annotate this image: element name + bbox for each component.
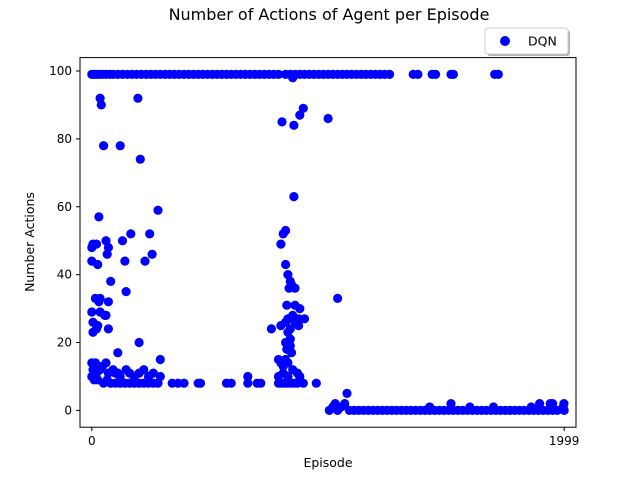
data-point (431, 69, 441, 79)
x-axis-label: Episode (303, 455, 352, 470)
legend: DQN (484, 27, 570, 56)
x-tick-label: 1999 (549, 434, 580, 448)
data-point (385, 69, 395, 79)
data-points (87, 69, 569, 415)
data-point (226, 378, 236, 388)
data-point (179, 378, 189, 388)
data-point (281, 225, 291, 236)
data-point (289, 120, 299, 130)
data-point (295, 110, 305, 120)
data-point (99, 141, 109, 151)
data-point (243, 371, 253, 382)
data-point (106, 276, 116, 286)
data-point (101, 358, 111, 368)
data-point (101, 310, 111, 320)
data-point (135, 154, 145, 164)
data-point (103, 297, 113, 307)
x-axis-ticks: 0 1999 (88, 427, 579, 448)
data-point (95, 365, 105, 375)
chart-title: Number of Actions of Agent per Episode (169, 5, 490, 24)
data-point (102, 249, 112, 259)
data-point (96, 100, 106, 110)
y-tick-label: 20 (57, 336, 72, 350)
data-point (91, 324, 102, 334)
data-point (273, 69, 284, 79)
data-point (448, 69, 458, 79)
data-point (134, 337, 144, 348)
data-point (311, 378, 321, 388)
data-point (276, 239, 286, 249)
data-point (488, 402, 499, 412)
data-point (120, 256, 130, 266)
data-point (282, 300, 292, 310)
data-point (278, 361, 288, 371)
legend-label: DQN (528, 34, 557, 49)
data-point (133, 93, 143, 103)
data-point (425, 402, 435, 412)
data-point (288, 73, 298, 83)
data-point (126, 229, 136, 239)
data-point (289, 192, 299, 202)
x-tick-label: 0 (88, 434, 96, 448)
data-point (94, 212, 104, 222)
data-point (113, 348, 123, 358)
data-point (323, 113, 333, 124)
data-point (117, 236, 128, 246)
data-point (87, 307, 97, 317)
data-point (285, 341, 295, 351)
y-tick-label: 100 (49, 64, 72, 78)
data-point (559, 399, 569, 409)
data-point (290, 283, 300, 293)
data-point (342, 388, 352, 398)
y-tick-label: 80 (57, 132, 72, 146)
legend-box (484, 27, 569, 55)
data-point (526, 402, 536, 412)
data-point (535, 399, 545, 409)
data-point (147, 249, 157, 259)
data-point (446, 399, 456, 409)
data-point (155, 354, 165, 365)
data-point (94, 297, 104, 307)
data-point (548, 399, 558, 409)
data-point (121, 287, 131, 297)
data-point (413, 69, 423, 79)
data-point (195, 378, 206, 388)
data-point (493, 69, 503, 79)
data-point (87, 242, 97, 253)
data-point (140, 256, 150, 266)
data-point (465, 402, 475, 412)
data-point (340, 399, 350, 409)
data-point (298, 378, 308, 388)
data-point (266, 324, 276, 334)
plot-frame (79, 57, 577, 428)
y-axis-ticks: 0 20 40 60 80 100 (49, 64, 80, 417)
data-point (145, 229, 155, 239)
data-point (286, 348, 297, 358)
data-point (333, 293, 343, 303)
data-point (243, 378, 253, 388)
data-point (115, 141, 125, 151)
data-point (103, 324, 113, 334)
data-point (153, 205, 163, 215)
data-point (273, 354, 284, 365)
data-point (115, 371, 125, 382)
data-point (93, 259, 103, 270)
data-point (277, 117, 287, 127)
y-tick-label: 0 (64, 403, 72, 417)
data-point (256, 378, 266, 388)
y-tick-label: 60 (57, 200, 72, 214)
y-tick-label: 40 (57, 268, 72, 282)
data-point (298, 103, 308, 113)
data-point (153, 378, 163, 388)
data-point (139, 365, 149, 375)
data-point (294, 321, 304, 331)
legend-marker (500, 36, 510, 46)
data-point (290, 300, 300, 310)
data-point (299, 314, 310, 324)
data-point (148, 368, 158, 378)
data-point (103, 242, 113, 253)
data-point (281, 259, 291, 270)
y-axis-label: Number Actions (22, 192, 37, 292)
